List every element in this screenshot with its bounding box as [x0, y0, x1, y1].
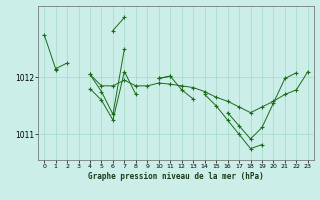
- X-axis label: Graphe pression niveau de la mer (hPa): Graphe pression niveau de la mer (hPa): [88, 172, 264, 181]
